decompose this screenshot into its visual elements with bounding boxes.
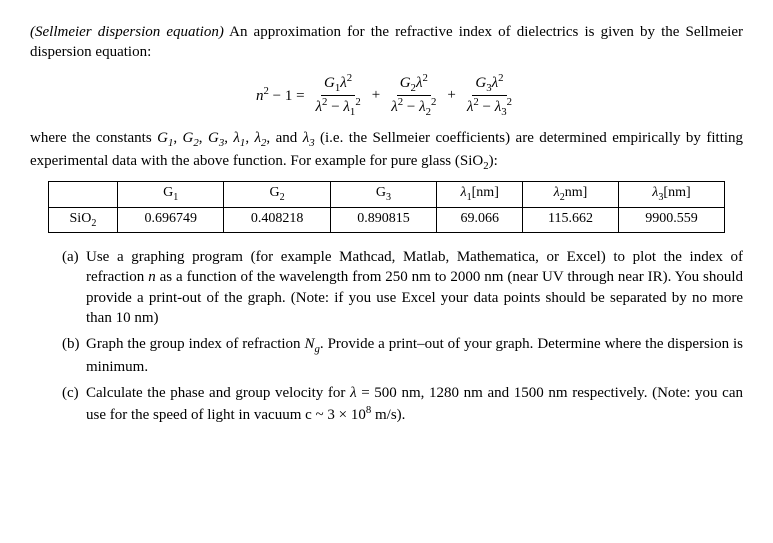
table-cell: 9900.559 [618,207,724,232]
table-cell: 69.066 [437,207,523,232]
table-header-cell: G2 [224,182,330,207]
eq-plus-2: + [447,85,455,105]
questions-list: (a) Use a graphing program (for example … [30,247,743,425]
coefficients-table: G1 G2 G3 λ1[nm] λ2nm] λ3[nm] SiO2 0.6967… [48,181,725,233]
table-header-cell: λ2nm] [523,182,618,207]
table-header-cell: G3 [330,182,436,207]
table-cell: 0.890815 [330,207,436,232]
table-cell: 115.662 [523,207,618,232]
list-item-text: Graph the group index of refraction Ng. … [86,336,743,375]
sellmeier-equation: n2 − 1 = G1λ2 λ2 − λ12 + G2λ2 λ2 − λ22 +… [30,73,743,119]
list-marker: (c) [62,383,79,403]
list-marker: (b) [62,334,80,354]
table-header-row: G1 G2 G3 λ1[nm] λ2nm] λ3[nm] [48,182,724,207]
eq-term-2: G2λ2 λ2 − λ22 [388,73,439,119]
table-header-cell: G1 [118,182,224,207]
eq-term-1: G1λ2 λ2 − λ12 [313,73,364,119]
table-header-cell: λ3[nm] [618,182,724,207]
eq-lhs: n2 − 1 = [256,84,305,106]
intro-paragraph: (Sellmeier dispersion equation) An appro… [30,22,743,63]
table-header-cell: λ1[nm] [437,182,523,207]
list-item-text: Use a graphing program (for example Math… [86,249,743,326]
table-cell: 0.696749 [118,207,224,232]
intro-lead-italic: (Sellmeier dispersion equation) [30,24,224,40]
table-cell: 0.408218 [224,207,330,232]
list-item-text: Calculate the phase and group velocity f… [86,385,743,423]
list-marker: (a) [62,247,79,267]
table-row: SiO2 0.696749 0.408218 0.890815 69.066 1… [48,207,724,232]
list-item: (b) Graph the group index of refraction … [62,334,743,377]
eq-plus-1: + [372,85,380,105]
where-paragraph: where the constants G1, G2, G3, λ1, λ2, … [30,128,743,173]
table-header-cell [48,182,117,207]
table-row-label: SiO2 [48,207,117,232]
list-item: (a) Use a graphing program (for example … [62,247,743,328]
list-item: (c) Calculate the phase and group veloci… [62,383,743,426]
eq-term-3: G3λ2 λ2 − λ32 [464,73,515,119]
